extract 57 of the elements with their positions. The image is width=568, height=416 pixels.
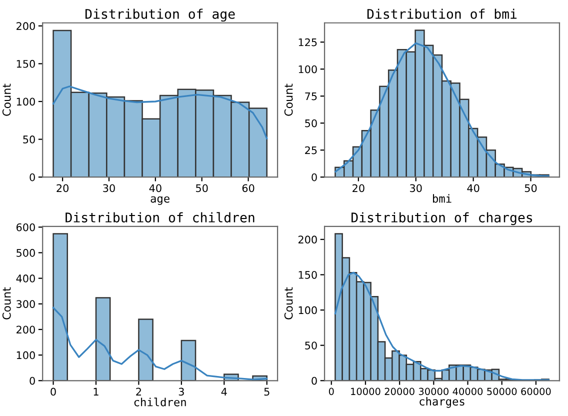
y-tick-label: 0 bbox=[30, 173, 35, 182]
x-tick-label: 50 bbox=[524, 184, 537, 192]
y-tick-label: 100 bbox=[16, 98, 35, 106]
chart-title: Distribution of age bbox=[85, 8, 235, 22]
y-tick-label: 50 bbox=[305, 342, 317, 350]
y-tick-label: 200 bbox=[16, 326, 35, 334]
y-tick-label: 100 bbox=[298, 65, 317, 74]
y-tick-label: 125 bbox=[298, 38, 317, 46]
y-tick-label: 200 bbox=[16, 22, 35, 30]
y-tick-label: 300 bbox=[16, 300, 35, 308]
y-tick-label: 50 bbox=[23, 136, 35, 144]
y-tick-label: 150 bbox=[16, 60, 35, 68]
x-tick-label: 10000 bbox=[351, 388, 380, 396]
y-tick-label: 100 bbox=[16, 351, 35, 360]
y-tick-label: 25 bbox=[305, 146, 317, 154]
x-tick-label: 20000 bbox=[384, 388, 414, 396]
y-tick-label: 100 bbox=[298, 306, 317, 314]
x-tick-label: 30 bbox=[103, 184, 115, 192]
x-tick-label: 0 bbox=[328, 388, 334, 396]
x-tick-label: 2 bbox=[136, 388, 141, 396]
x-tick-label: 50000 bbox=[487, 388, 517, 396]
x-tick-label: 5 bbox=[264, 388, 270, 396]
x-tick-label: 40 bbox=[149, 184, 162, 192]
x-tick-label: 30 bbox=[410, 184, 422, 192]
chart-title: Distribution of bmi bbox=[367, 8, 517, 19]
x-tick-label: 3 bbox=[178, 388, 184, 396]
y-tick-label: 50 bbox=[305, 119, 317, 128]
y-tick-label: 500 bbox=[16, 248, 35, 257]
y-tick-label: 200 bbox=[298, 236, 317, 244]
x-tick-label: 40000 bbox=[452, 388, 483, 396]
x-tick-label: 40 bbox=[467, 184, 480, 192]
x-tick-label: 50 bbox=[196, 184, 208, 192]
y-axis-title: Count bbox=[284, 84, 293, 116]
y-axis-title: Count bbox=[2, 287, 11, 320]
y-tick-label: 0 bbox=[312, 173, 317, 182]
y-tick-label: 400 bbox=[16, 274, 35, 282]
y-tick-label: 75 bbox=[305, 92, 317, 100]
y-axis-title: Count bbox=[2, 84, 11, 116]
y-tick-label: 150 bbox=[298, 270, 317, 279]
x-tick-label: 20 bbox=[56, 184, 68, 192]
x-axis-title: bmi bbox=[433, 194, 452, 203]
x-axis-title: charges bbox=[420, 396, 464, 408]
x-tick-label: 0 bbox=[50, 388, 56, 396]
chart-title: Distribution of children bbox=[66, 212, 254, 222]
x-axis-title: age bbox=[150, 196, 170, 205]
x-tick-label: 4 bbox=[221, 388, 227, 396]
x-axis-title: children bbox=[134, 398, 186, 406]
x-tick-label: 60 bbox=[242, 184, 254, 192]
x-tick-label: 20 bbox=[352, 184, 364, 192]
x-tick-label: 30000 bbox=[418, 388, 448, 396]
y-axis-title: Count bbox=[284, 287, 293, 320]
x-tick-label: 60000 bbox=[521, 388, 551, 396]
chart-title: Distribution of charges bbox=[352, 212, 532, 226]
y-tick-label: 0 bbox=[312, 376, 317, 385]
x-tick-label: 1 bbox=[94, 388, 98, 396]
y-tick-label: 600 bbox=[16, 223, 35, 232]
y-tick-label: 0 bbox=[30, 376, 35, 385]
